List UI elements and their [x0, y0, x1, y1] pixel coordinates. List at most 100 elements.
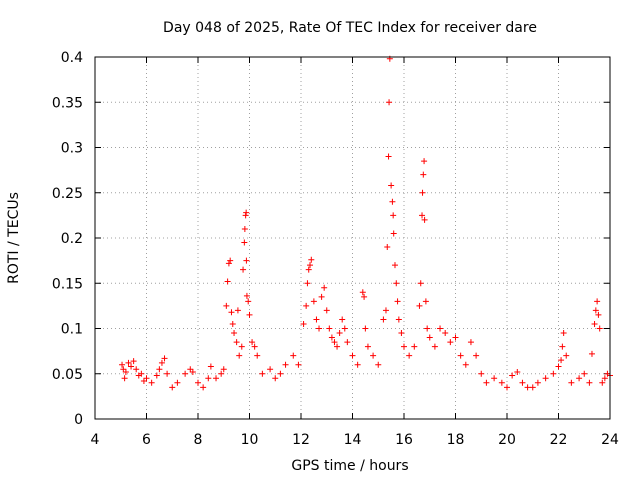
data-point	[437, 325, 444, 332]
data-point	[394, 298, 401, 305]
data-point	[242, 212, 249, 219]
data-point	[529, 384, 536, 391]
data-point	[133, 366, 140, 373]
data-point	[195, 379, 201, 386]
data-point	[243, 292, 250, 299]
data-point	[344, 339, 351, 346]
data-point	[349, 352, 356, 359]
x-axis-label: GPS time / hours	[291, 458, 408, 474]
data-point	[290, 352, 297, 359]
data-point	[249, 339, 256, 346]
data-point	[140, 377, 147, 384]
data-point	[277, 370, 284, 377]
data-point	[390, 212, 397, 219]
data-point	[227, 257, 234, 264]
data-point	[354, 361, 361, 368]
x-tick-label: 20	[498, 432, 516, 448]
data-point	[245, 298, 252, 305]
data-point	[422, 298, 429, 305]
data-point	[161, 355, 168, 362]
data-point	[251, 343, 258, 350]
x-tick-label: 18	[447, 432, 465, 448]
data-point	[228, 309, 235, 316]
data-point	[213, 375, 220, 382]
data-point	[452, 334, 459, 341]
data-point	[359, 289, 366, 296]
data-point	[224, 278, 231, 285]
data-point	[509, 372, 516, 379]
y-tick-label: 0	[74, 412, 83, 428]
data-point	[339, 316, 346, 323]
data-point	[424, 325, 431, 332]
data-point	[200, 384, 207, 391]
data-point	[591, 320, 598, 327]
y-tick-label: 0.4	[61, 50, 83, 66]
data-point	[406, 352, 413, 359]
data-point	[473, 352, 480, 359]
data-point	[241, 239, 248, 246]
data-point	[568, 379, 575, 386]
x-tick-label: 8	[194, 432, 203, 448]
data-point	[218, 370, 225, 377]
x-tick-label: 4	[91, 432, 100, 448]
data-point	[447, 339, 454, 346]
data-point	[417, 280, 424, 287]
data-point	[130, 358, 137, 365]
data-point	[364, 343, 371, 350]
x-tick-label: 14	[344, 432, 362, 448]
data-point	[419, 212, 426, 219]
data-points	[119, 55, 613, 391]
data-point	[385, 153, 392, 160]
data-point	[174, 379, 181, 386]
data-point	[483, 379, 490, 386]
data-point	[128, 363, 135, 370]
data-point	[153, 372, 160, 379]
data-point	[305, 266, 312, 273]
data-point	[550, 370, 557, 377]
data-point	[323, 307, 330, 314]
data-point	[534, 379, 541, 386]
data-point	[156, 366, 163, 373]
axis-ticks: 4 6 8 10 12 14 16 18 20 22 24 0 0.05 0.1 0.15 0.2 0.25 0.…	[52, 50, 619, 448]
y-tick-label: 0.3	[61, 141, 83, 157]
data-point	[389, 198, 396, 205]
y-axis-label: ROTI / TECUs	[6, 192, 22, 284]
data-point	[121, 375, 128, 382]
y-tick-label: 0.1	[61, 322, 83, 338]
data-point	[220, 366, 227, 373]
data-point	[588, 350, 595, 357]
x-tick-label: 6	[142, 432, 151, 448]
y-tick-label: 0.2	[61, 231, 83, 247]
data-point	[558, 357, 565, 364]
data-point	[303, 302, 310, 309]
data-point	[560, 330, 567, 337]
data-point	[586, 379, 593, 386]
data-point	[321, 284, 328, 291]
data-point	[272, 375, 279, 382]
data-point	[307, 262, 314, 269]
data-point	[229, 320, 236, 327]
data-point	[189, 368, 196, 375]
data-point	[375, 361, 382, 368]
data-point	[391, 262, 398, 269]
data-point	[205, 375, 212, 382]
data-point	[411, 343, 418, 350]
data-point	[318, 293, 325, 300]
data-point	[207, 363, 214, 370]
data-point	[308, 256, 315, 263]
data-point	[592, 307, 599, 314]
data-point	[393, 280, 400, 287]
data-point	[233, 339, 240, 346]
data-point	[164, 370, 171, 377]
data-point	[542, 375, 549, 382]
data-point	[125, 359, 132, 366]
data-point	[328, 334, 335, 341]
data-point	[421, 158, 428, 165]
data-point	[601, 375, 608, 382]
data-point	[138, 370, 145, 377]
data-point	[267, 366, 274, 373]
data-point	[386, 99, 393, 106]
data-point	[457, 352, 464, 359]
y-tick-label: 0.05	[52, 367, 83, 383]
